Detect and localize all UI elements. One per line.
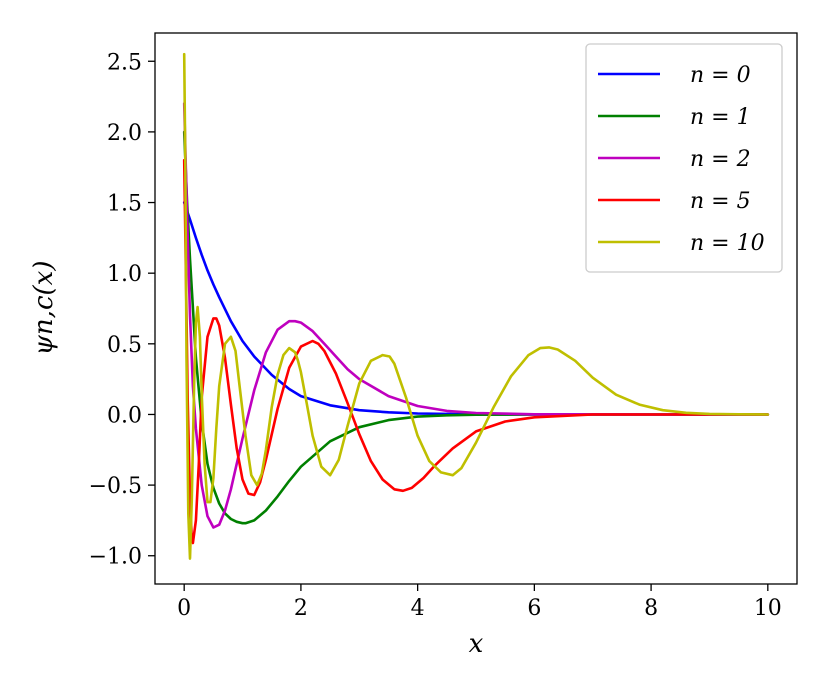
x-tick-label: 8 xyxy=(644,596,658,621)
legend: n = 0 n = 1 n = 2 n = 5 n = 10 xyxy=(585,43,783,273)
legend-label-4: n = 10 xyxy=(690,231,765,256)
legend-label-3: n = 5 xyxy=(690,189,751,214)
y-tick-label: 0.5 xyxy=(107,333,142,358)
y-axis-label: ψn,c(x) xyxy=(29,261,59,356)
x-tick-label: 2 xyxy=(294,596,308,621)
series-line-2 xyxy=(182,102,770,529)
series-layer xyxy=(182,52,770,560)
y-axis: −1.0 −0.5 0.0 0.5 1.0 1.5 2.0 2.5 xyxy=(89,50,155,570)
y-tick-label: 2.0 xyxy=(107,121,142,146)
x-axis-label: x xyxy=(469,629,484,659)
plot-area xyxy=(154,32,798,585)
x-tick-label: 0 xyxy=(177,596,191,621)
x-tick-label: 10 xyxy=(754,596,782,621)
legend-frame xyxy=(585,43,783,273)
series-line-3 xyxy=(182,158,770,545)
legend-label-1: n = 1 xyxy=(690,105,751,130)
series-line-4 xyxy=(182,52,770,560)
plot-frame xyxy=(154,32,798,585)
x-tick-label: 6 xyxy=(527,596,541,621)
legend-label-0: n = 0 xyxy=(690,63,751,88)
y-tick-label: 1.0 xyxy=(107,262,142,287)
legend-label-2: n = 2 xyxy=(690,147,751,172)
x-axis: 0 2 4 6 8 10 xyxy=(177,584,782,621)
y-tick-label: 1.5 xyxy=(107,192,142,217)
y-tick-label: 2.5 xyxy=(107,50,142,75)
x-tick-label: 4 xyxy=(411,596,425,621)
y-tick-label: −1.0 xyxy=(89,545,142,570)
y-tick-label: 0.0 xyxy=(107,403,142,428)
y-tick-label: −0.5 xyxy=(89,474,142,499)
